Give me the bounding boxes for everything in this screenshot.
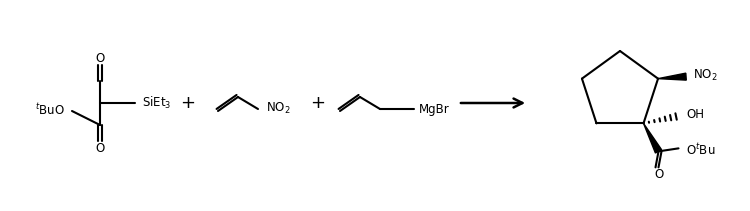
Text: O: O [95,142,104,154]
Polygon shape [644,123,662,153]
Text: NO$_2$: NO$_2$ [693,68,717,83]
Text: MgBr: MgBr [419,103,449,115]
Text: $^{t}$BuO: $^{t}$BuO [35,102,65,118]
Text: SiEt$_3$: SiEt$_3$ [142,95,172,111]
Text: O$^{t}$Bu: O$^{t}$Bu [686,143,716,158]
Polygon shape [658,73,686,80]
Text: O: O [95,51,104,65]
Text: OH: OH [686,108,704,121]
Text: +: + [310,94,326,112]
Text: +: + [181,94,196,112]
Text: O: O [654,168,663,181]
Text: NO$_2$: NO$_2$ [266,100,290,116]
